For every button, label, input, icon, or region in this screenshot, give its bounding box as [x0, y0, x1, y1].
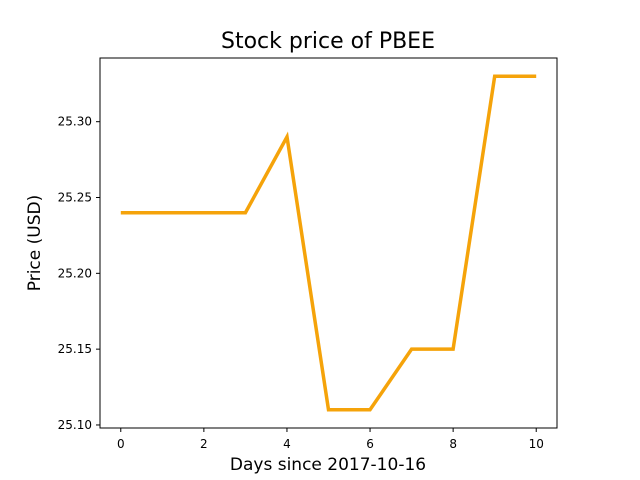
series-line: [120, 74, 537, 412]
x-tick-label: 2: [200, 437, 208, 451]
x-axis: 0 2 4 6 8 10: [117, 428, 544, 451]
x-tick-label: 10: [529, 437, 544, 451]
y-axis: 25.10 25.15 25.20 25.25 25.30: [58, 115, 100, 432]
x-tick-label: 6: [366, 437, 374, 451]
chart-title: Stock price of PBEE: [221, 29, 435, 54]
y-axis-label: Price (USD): [25, 195, 45, 291]
x-tick-label: 4: [283, 437, 291, 451]
y-tick-label: 25.30: [58, 115, 92, 129]
x-tick-label: 0: [117, 437, 125, 451]
y-tick-label: 25.25: [58, 191, 92, 205]
plot-series: [120, 74, 537, 412]
y-tick-label: 25.10: [58, 418, 92, 432]
x-axis-label: Days since 2017-10-16: [230, 455, 426, 475]
plot-frame: [99, 57, 558, 429]
x-tick-label: 8: [449, 437, 457, 451]
y-tick-label: 25.15: [58, 342, 92, 356]
y-tick-label: 25.20: [58, 266, 92, 280]
